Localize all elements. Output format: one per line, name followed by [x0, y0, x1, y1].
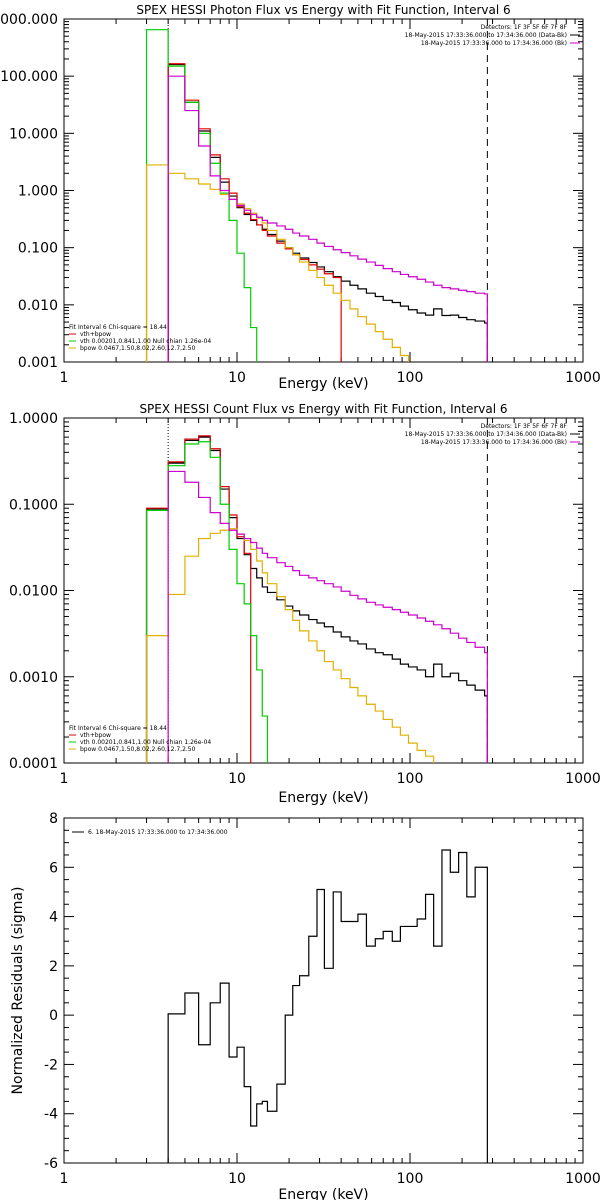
legend-entry: Fit Interval 6 Chi-square = 18.44	[69, 725, 167, 732]
legend-entry: vth 0.00201,0.841,1.00 Null chian 1.26e-…	[80, 739, 211, 746]
info-text: 18-May-2015 17:33:36.000 to 17:34:36.000…	[421, 439, 567, 446]
y-tick-label: 1.000	[18, 184, 58, 200]
x-tick-label: 1000	[565, 771, 600, 787]
y-tick-label: 0.100	[18, 241, 58, 257]
x-tick-label: 10	[228, 771, 246, 787]
y-tick-label: 0.001	[18, 355, 58, 371]
series-line	[167, 470, 488, 763]
x-axis-label: Energy (keV)	[278, 376, 368, 392]
x-tick-label: 100	[397, 1171, 424, 1187]
x-tick-label: 100	[397, 370, 424, 386]
legend: Fit Interval 6 Chi-square = 18.44vth+bpo…	[69, 324, 211, 352]
legend-entry: bpow 0.0467,1.50,8.02,2.60,12.7,2.50	[80, 746, 196, 753]
x-axis: 1 10 100 1000 Energy (keV)	[60, 19, 600, 392]
series-line	[167, 63, 488, 362]
series-line	[145, 528, 435, 763]
y-tick-label: 2	[49, 959, 58, 975]
y-axis-label: Normalized Residuals (sigma)	[10, 887, 26, 1095]
y-tick-label: 0.010	[18, 298, 58, 314]
y-tick-label: 1000.000	[0, 12, 58, 28]
x-axis-label: Energy (keV)	[278, 1187, 368, 1200]
info-text: Detectors: 1F 3F 5F 6F 7F 8F	[481, 423, 568, 430]
plot-area	[145, 19, 488, 362]
chart-panel-2: SPEX HESSI Count Flux vs Energy with Fit…	[9, 402, 600, 806]
legend-entry: vth+bpow	[80, 331, 111, 338]
legend: 6. 18-May-2015 17:33:36.000 to 17:34:36.…	[72, 829, 228, 836]
y-tick-label: -2	[44, 1057, 58, 1073]
y-tick-label: 8	[49, 811, 58, 827]
y-tick-label: 6	[49, 860, 58, 876]
series-line	[145, 436, 488, 763]
info-text: 18-May-2015 17:33:36.000 to 17:34:36.000…	[405, 32, 567, 39]
y-tick-label: 0.0010	[9, 670, 58, 686]
series-line	[167, 849, 488, 1163]
legend-entry: Fit Interval 6 Chi-square = 18.44	[69, 324, 167, 331]
plot-area	[145, 418, 488, 763]
y-tick-label: 4	[49, 910, 58, 926]
x-axis-label: Energy (keV)	[278, 790, 368, 806]
y-axis: 8 6 4 2 0 -2 -4 -6 Normalized Residuals (sigma)	[10, 811, 583, 1172]
y-tick-label: 0.0001	[9, 756, 58, 772]
y-axis: 1000.000 100.000 10.000 1.000 0.100 0.010 0.00…	[0, 12, 583, 371]
x-tick-label: 10	[228, 1171, 246, 1187]
y-tick-label: 10.000	[9, 126, 58, 142]
y-tick-label: 1.0000	[9, 411, 58, 427]
series-line	[167, 75, 488, 362]
y-tick-label: -6	[44, 1156, 58, 1172]
chart-title: SPEX HESSI Count Flux vs Energy with Fit…	[139, 402, 507, 416]
info-text: 18-May-2015 17:33:36.000 to 17:34:36.000…	[421, 40, 567, 47]
y-tick-label: 0	[49, 1008, 58, 1024]
x-tick-label: 1	[60, 370, 69, 386]
legend-entry: vth+bpow	[80, 732, 111, 739]
x-tick-label: 10	[228, 370, 246, 386]
plot-frame	[63, 817, 584, 1164]
x-tick-label: 1000	[565, 370, 600, 386]
plot-area	[167, 849, 488, 1163]
y-tick-label: 100.000	[0, 69, 58, 85]
plot-frame	[63, 18, 584, 363]
plot-frame	[63, 417, 584, 764]
x-axis: 1 10 100 1000 Energy (keV)	[60, 818, 600, 1200]
legend-entry: bpow 0.0467,1.50,8.02,2.60,12.7,2.50	[80, 345, 196, 352]
x-tick-label: 100	[397, 771, 424, 787]
y-tick-label: -4	[44, 1107, 58, 1123]
y-tick-label: 0.1000	[9, 497, 58, 513]
legend-entry: vth 0.00201,0.841,1.00 Null chian 1.26e-…	[80, 338, 211, 345]
y-tick-label: 0.0100	[9, 584, 58, 600]
x-axis: 1 10 100 1000 Energy (keV)	[60, 418, 600, 806]
series-line	[145, 29, 258, 362]
y-axis: 1.0000 0.1000 0.0100 0.0010 0.0001	[9, 411, 583, 772]
chart-title: SPEX HESSI Photon Flux vs Energy with Fi…	[136, 3, 510, 17]
series-line	[145, 435, 252, 763]
series-line	[167, 63, 342, 362]
legend: Fit Interval 6 Chi-square = 18.44vth+bpo…	[69, 725, 211, 753]
info-text: Detectors: 1F 3F 5F 6F 7F 8F	[481, 24, 568, 31]
legend-entry: 6. 18-May-2015 17:33:36.000 to 17:34:36.…	[88, 829, 228, 836]
x-tick-label: 1000	[565, 1171, 600, 1187]
chart-panel-1: SPEX HESSI Photon Flux vs Energy with Fi…	[0, 3, 600, 392]
info-text: 18-May-2015 17:33:36.000 to 17:34:36.000…	[405, 431, 567, 438]
x-tick-label: 1	[60, 1171, 69, 1187]
chart-panel-3: 1 10 100 1000 Energy (keV) 8 6 4 2 0 -2 -4 -6 Normali…	[10, 811, 600, 1200]
x-tick-label: 1	[60, 771, 69, 787]
